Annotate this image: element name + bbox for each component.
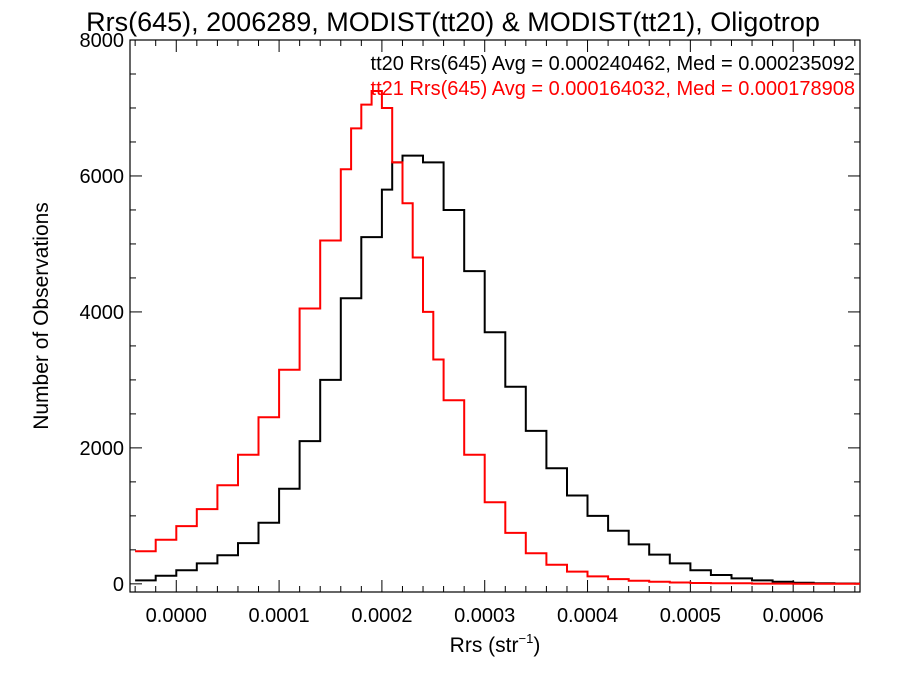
x-tick-label: 0.0000 (146, 605, 207, 627)
series-layer (135, 90, 860, 585)
x-tick-labels: 0.0000 0.0001 0.0002 0.0003 0.0004 0.0005 0.00… (146, 605, 824, 627)
x-axis-label: Rrs (str−1) (450, 631, 541, 657)
y-tick-label: 0 (113, 574, 124, 596)
x-axis-label-sup: −1 (519, 631, 534, 646)
x-tick-label: 0.0002 (351, 605, 412, 627)
x-tick-label: 0.0005 (660, 605, 721, 627)
x-axis-label-main: Rrs (str (450, 634, 519, 657)
plot-border (129, 39, 861, 593)
chart-title: Rrs(645), 2006289, MODIST(tt20) & MODIST… (86, 7, 820, 37)
x-tick-label: 0.0004 (557, 605, 618, 627)
plot-frame (129, 39, 861, 593)
x-tick-label: 0.0006 (763, 605, 824, 627)
series-tt21-line (135, 90, 860, 585)
y-tick-label: 6000 (80, 166, 125, 188)
x-axis-label-close: ) (533, 634, 540, 657)
legend-tt20-stats: tt20 Rrs(645) Avg = 0.000240462, Med = 0… (371, 53, 855, 75)
y-tick-label: 2000 (80, 438, 125, 460)
x-tick-label: 0.0003 (454, 605, 515, 627)
series-tt20-line (135, 154, 860, 585)
x-tick-label: 0.0001 (248, 605, 309, 627)
axis-ticks (130, 39, 860, 592)
y-tick-label: 4000 (80, 302, 125, 324)
y-tick-labels: 0 2000 4000 6000 8000 (80, 30, 125, 596)
y-axis-label: Number of Observations (30, 202, 53, 430)
legend-tt21-stats: tt21 Rrs(645) Avg = 0.000164032, Med = 0… (371, 78, 855, 100)
y-tick-label: 8000 (80, 30, 125, 52)
